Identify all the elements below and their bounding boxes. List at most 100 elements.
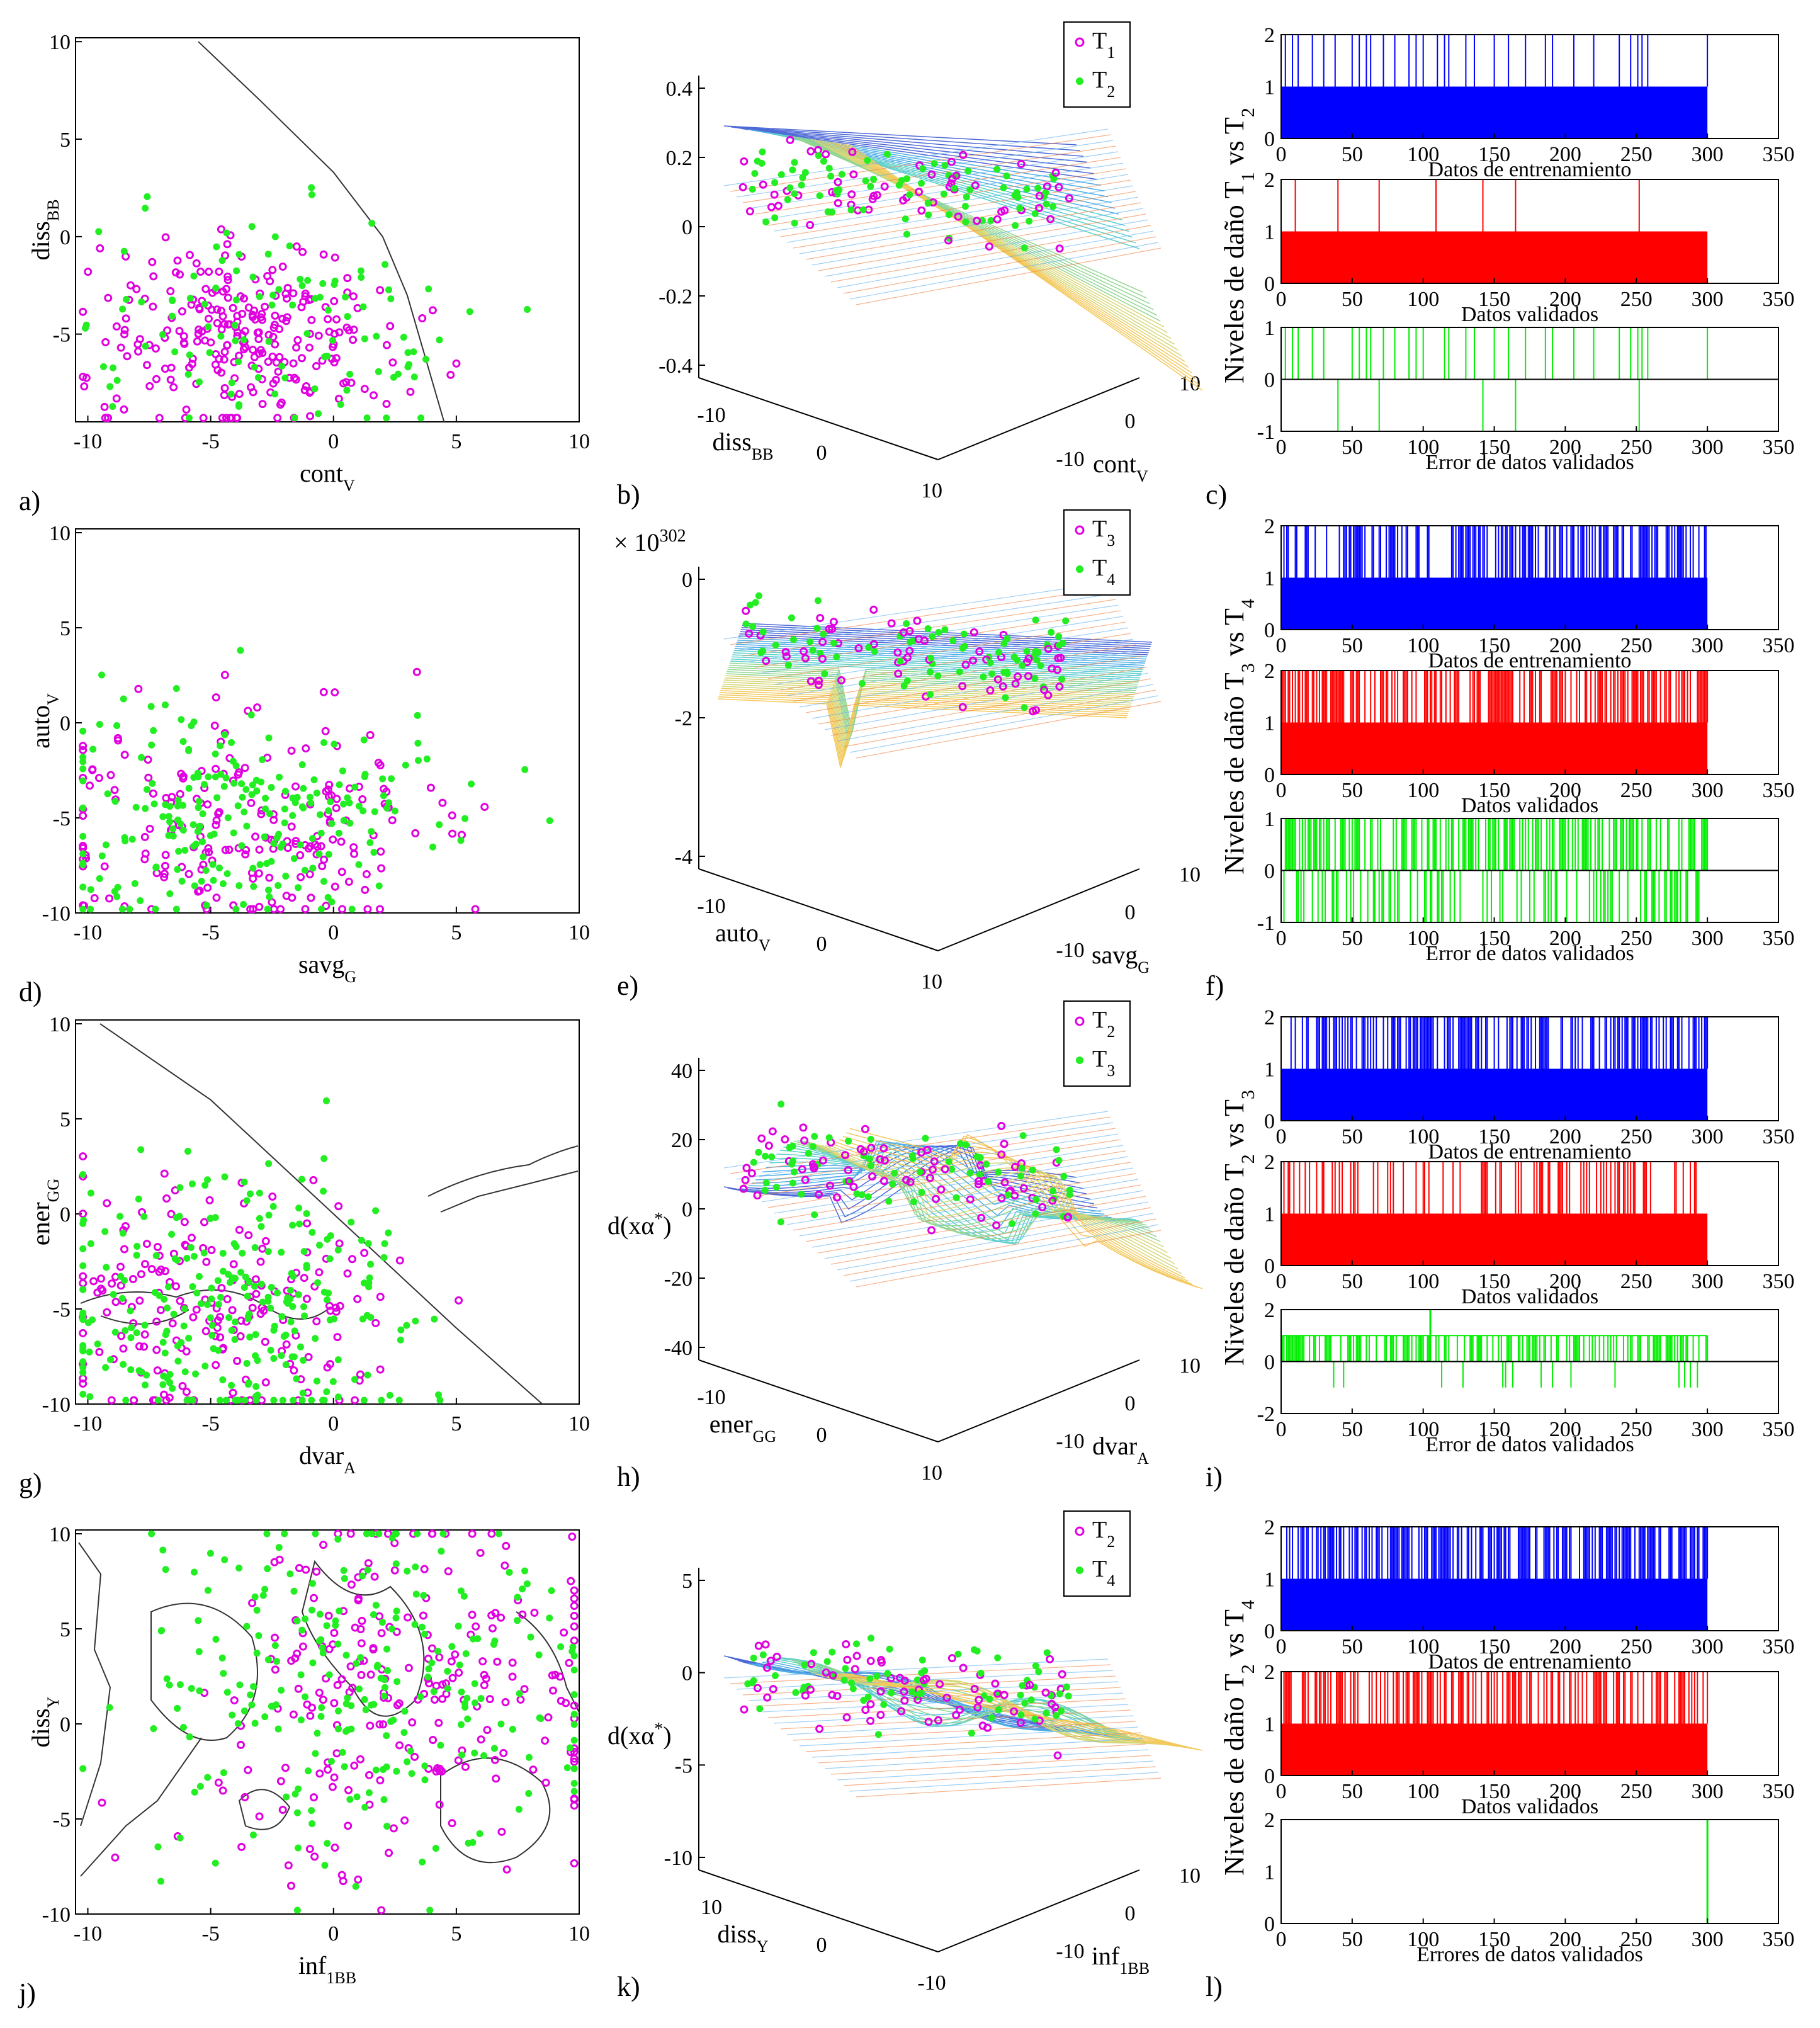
point-T4 (118, 905, 126, 913)
point-T1 (302, 382, 310, 390)
surface-point (809, 1162, 818, 1171)
surface-point (952, 1711, 961, 1719)
point-T2 (438, 1694, 447, 1703)
point-T4 (366, 839, 374, 846)
surface-point (859, 206, 867, 213)
point-T3 (122, 1396, 130, 1404)
point-T4 (570, 1691, 578, 1698)
point-T2 (357, 1639, 366, 1648)
point-T2 (342, 293, 349, 301)
point-T4 (316, 1611, 324, 1618)
point-T2 (278, 362, 286, 370)
point-T4 (457, 837, 465, 844)
legend-marker (1076, 1056, 1083, 1064)
point-T3 (299, 1390, 307, 1397)
point-T1 (271, 375, 280, 384)
point-T3 (448, 811, 456, 820)
point-T4 (281, 805, 288, 813)
point-T4 (199, 838, 206, 846)
x-tick-label: 300 (1692, 1928, 1724, 1951)
surface-point (768, 1127, 777, 1136)
point-T2 (160, 1169, 169, 1178)
point-T2 (97, 1274, 106, 1283)
y-tick-label: 0 (1264, 1255, 1275, 1278)
point-T3 (79, 1364, 87, 1371)
x-tick-label: 300 (1692, 634, 1724, 657)
surface-point (949, 637, 957, 644)
point-T3 (293, 1375, 300, 1383)
point-T4 (232, 905, 240, 913)
point-T2 (248, 1599, 257, 1607)
point-T4 (247, 711, 255, 719)
point-T2 (408, 1718, 417, 1727)
point-T3 (155, 1396, 162, 1404)
point-T3 (251, 1244, 259, 1252)
point-T2 (304, 276, 312, 284)
point-T3 (79, 742, 88, 751)
point-T3 (144, 756, 152, 764)
mesh-line (842, 1673, 1196, 1750)
x-tick-label: 50 (1342, 1125, 1363, 1148)
point-T4 (331, 740, 338, 748)
point-T1 (104, 293, 113, 302)
point-T3 (212, 893, 221, 902)
point-T4 (325, 1671, 333, 1679)
point-T2 (410, 373, 418, 381)
point-T4 (298, 761, 306, 769)
plane-line (818, 667, 1146, 725)
point-T1 (238, 309, 247, 318)
point-T3 (208, 1284, 215, 1292)
plane-line (837, 1213, 1154, 1271)
point-T2 (382, 261, 389, 268)
subplot-title: Datos de entrenamiento (1428, 158, 1632, 181)
surface-point (762, 1152, 769, 1160)
point-T4 (308, 835, 316, 842)
point-T3 (372, 1207, 380, 1215)
surface-point (1066, 1186, 1073, 1194)
point-T3 (297, 873, 305, 881)
point-T2 (544, 1713, 553, 1722)
point-T2 (129, 1396, 138, 1405)
point-T2 (157, 1266, 166, 1274)
point-T3 (231, 1274, 239, 1282)
point-T2 (261, 1337, 269, 1346)
surface-point (750, 1158, 757, 1166)
point-T3 (217, 1396, 224, 1404)
point-T2 (485, 1695, 494, 1704)
point-T3 (255, 845, 264, 854)
point-T3 (247, 798, 256, 807)
point-T2 (333, 1680, 342, 1689)
plane-line (799, 196, 1139, 254)
point-T1 (293, 336, 302, 344)
z-tick-label: -0.4 (658, 354, 692, 378)
point-T3 (208, 1332, 216, 1339)
surface-point (905, 626, 914, 635)
point-T4 (143, 786, 150, 793)
point-T3 (361, 885, 370, 894)
point-T2 (103, 1199, 111, 1208)
point-T4 (132, 803, 140, 811)
x-tick-label: 5 (451, 1412, 461, 1436)
point-T2 (444, 1567, 453, 1576)
point-T2 (207, 1245, 216, 1254)
point-T1 (278, 262, 287, 271)
z-tick-label: 0 (682, 1662, 692, 1685)
point-T4 (247, 1691, 254, 1699)
surface-point (1011, 679, 1020, 688)
mesh-line (815, 1143, 1168, 1254)
surface-point (842, 1713, 851, 1722)
point-T2 (300, 1274, 308, 1283)
point-T2 (347, 1580, 356, 1589)
point-T4 (298, 1626, 306, 1634)
point-T4 (444, 1685, 451, 1692)
point-T4 (235, 1565, 243, 1572)
point-T3 (176, 1213, 183, 1220)
point-T1 (335, 328, 344, 337)
point-T3 (246, 905, 255, 914)
point-T2 (232, 337, 239, 344)
point-T2 (79, 1209, 88, 1218)
surface-point (825, 164, 833, 172)
point-T4 (195, 1648, 203, 1655)
